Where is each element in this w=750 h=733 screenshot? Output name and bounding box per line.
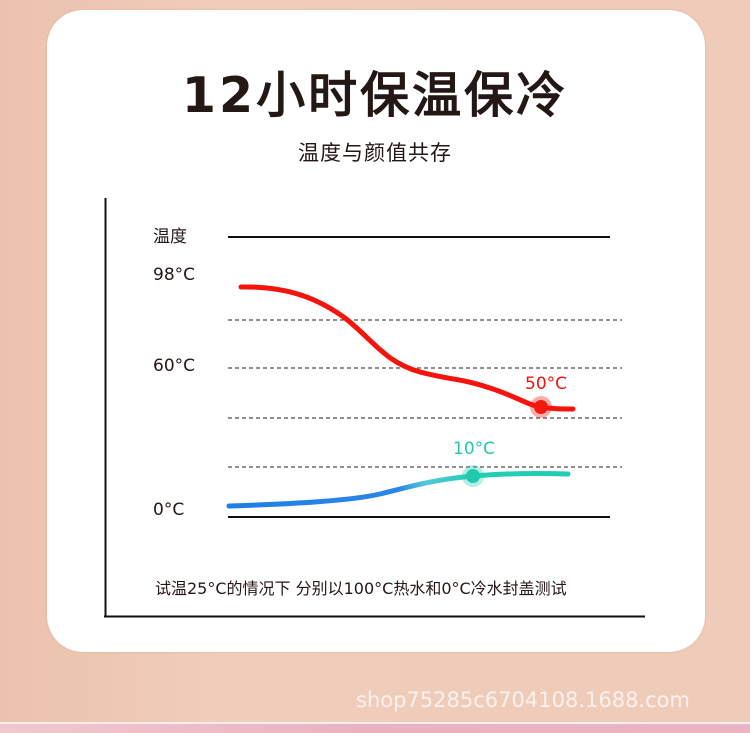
hot-end-label: 50°C: [525, 374, 568, 394]
content-card: [47, 10, 705, 652]
y-tick-60: 60°C: [153, 356, 196, 376]
cold-end-label: 10°C: [453, 439, 496, 459]
hot-end-marker: [534, 400, 548, 414]
cold-water-line: [226, 470, 571, 509]
page-title: 12小时保温保冷: [181, 67, 569, 124]
y-axis-title: 温度: [153, 227, 187, 247]
shop-watermark: shop75285c6704108.1688.com: [356, 688, 690, 712]
cold-end-marker: [466, 469, 480, 483]
page-subtitle: 温度与颜值共存: [298, 141, 452, 165]
bottom-decorative-strip: [0, 722, 750, 733]
test-conditions-note: 试温25°C的情况下 分别以100°C热水和0°C冷水封盖测试: [155, 579, 567, 598]
y-tick-98: 98°C: [153, 265, 196, 285]
y-tick-0: 0°C: [153, 500, 185, 520]
gridlines: [228, 319, 622, 468]
hot-water-line: [238, 284, 576, 412]
